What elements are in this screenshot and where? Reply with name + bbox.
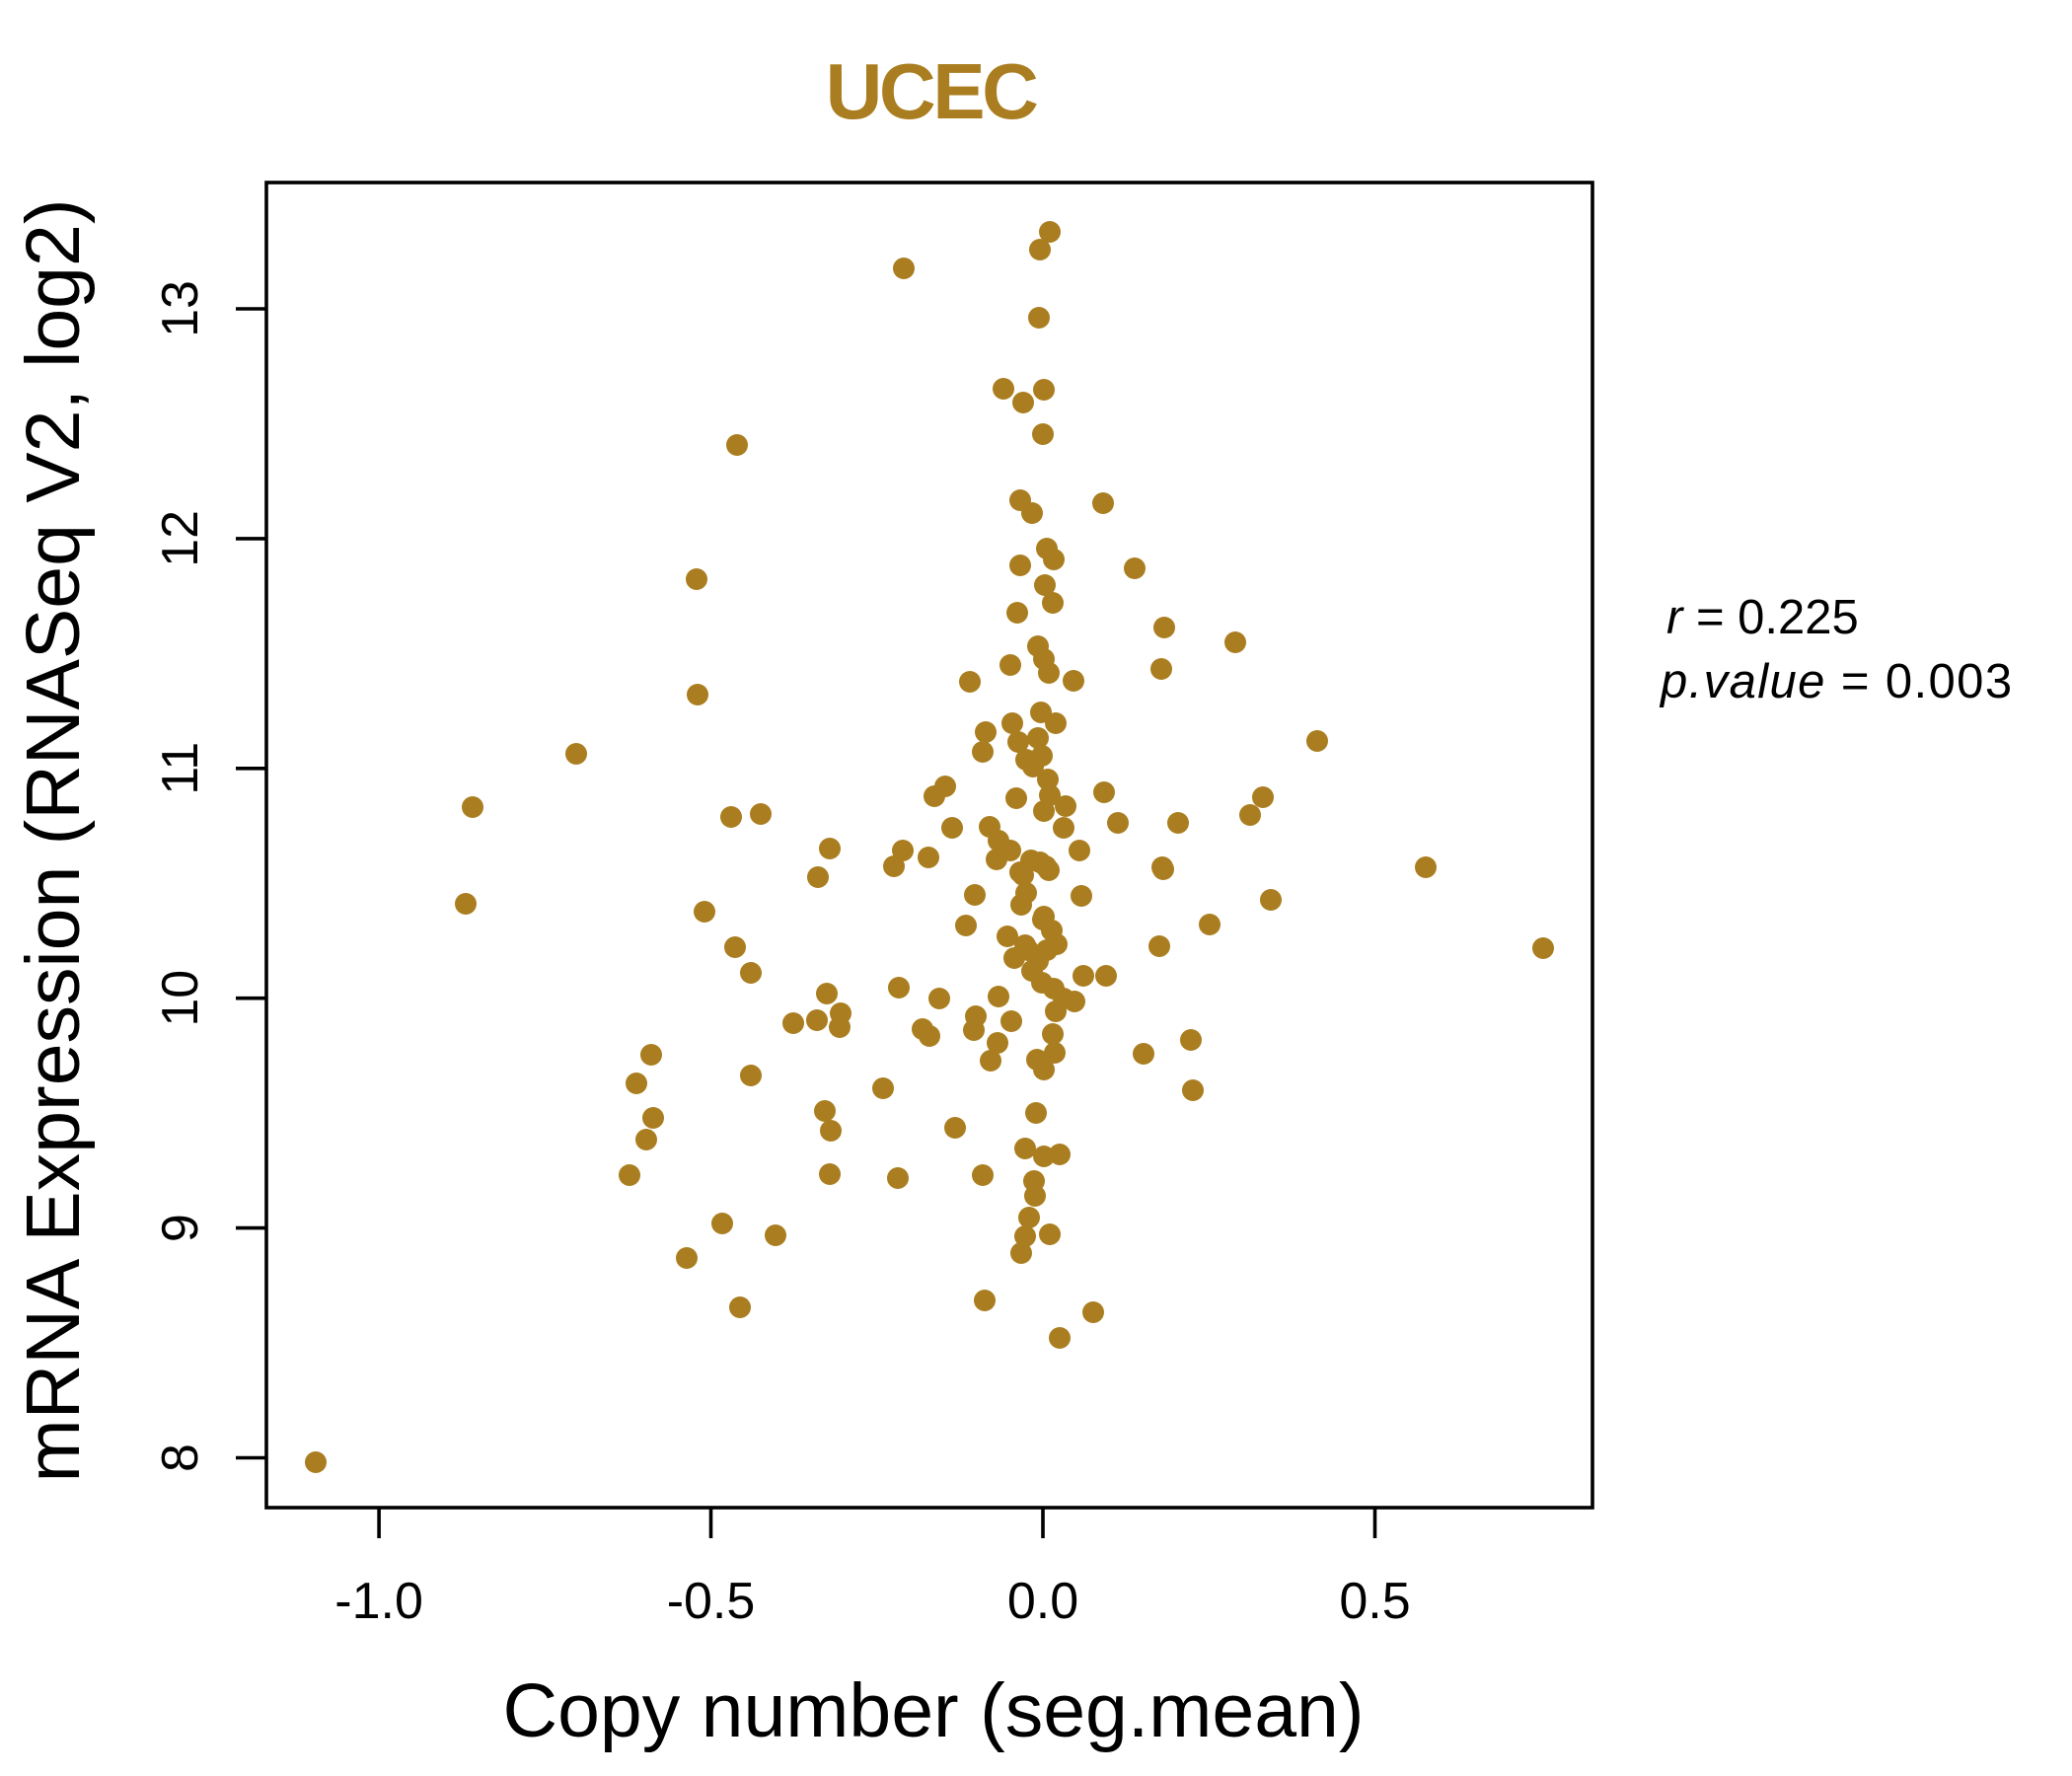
- svg-text:0.5: 0.5: [1339, 1573, 1410, 1630]
- svg-text:-0.5: -0.5: [667, 1573, 756, 1630]
- svg-text:Copy number (seg.mean): Copy number (seg.mean): [502, 1668, 1364, 1753]
- svg-text:9: 9: [152, 1214, 209, 1242]
- svg-text:-1.0: -1.0: [334, 1573, 423, 1630]
- svg-text:0.0: 0.0: [1007, 1573, 1078, 1630]
- svg-text:12: 12: [152, 510, 209, 567]
- svg-text:p.value = 0.003: p.value = 0.003: [1659, 655, 2013, 708]
- svg-text:UCEC: UCEC: [826, 47, 1037, 135]
- svg-text:mRNA Expression (RNASeq V2, lo: mRNA Expression (RNASeq V2, log2): [11, 199, 96, 1483]
- svg-text:11: 11: [152, 742, 209, 795]
- svg-text:r = 0.225: r = 0.225: [1666, 591, 1859, 644]
- svg-text:10: 10: [152, 970, 209, 1027]
- svg-text:8: 8: [152, 1443, 209, 1472]
- svg-text:13: 13: [152, 280, 209, 337]
